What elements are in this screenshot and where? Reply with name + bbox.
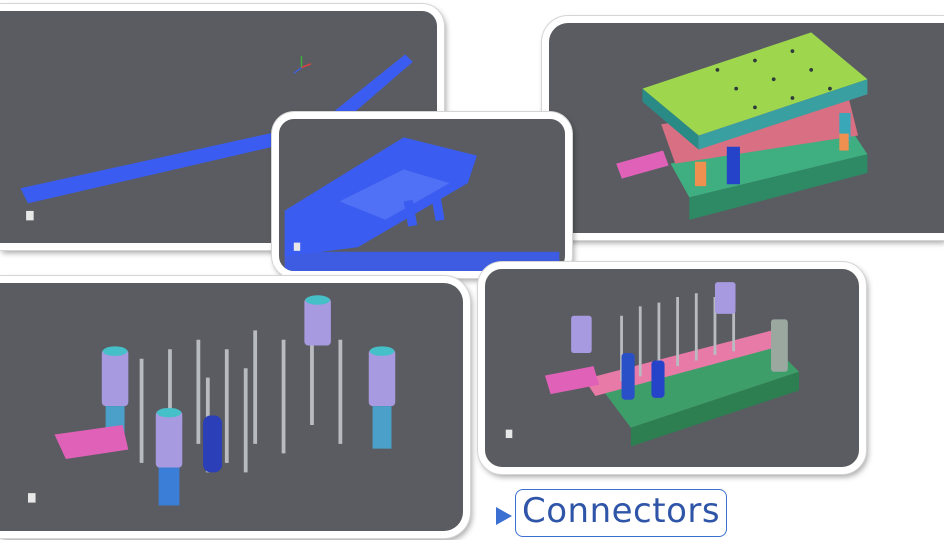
strip-cutouts [188, 63, 376, 138]
caption-connectors: Connectors [496, 486, 728, 540]
punch-array-viewport[interactable] [0, 276, 470, 538]
purple-spring-units [101, 298, 396, 506]
die-base-side [630, 371, 800, 447]
cylinder-post [771, 319, 788, 372]
middle-plate [661, 98, 859, 164]
strip-closeup-viewport[interactable] [272, 112, 572, 278]
blue-guide-post [621, 353, 635, 400]
play-arrow-icon [496, 507, 512, 525]
spring-caps [102, 295, 395, 418]
purple-spring-unit-back [714, 282, 736, 314]
blue-guide-post-2 [651, 360, 665, 398]
axis-triad-icon [293, 56, 312, 74]
blue-guide-post [203, 415, 223, 473]
punch-array-render [27, 295, 396, 506]
guide-bushing [839, 113, 851, 142]
part-face [339, 169, 450, 220]
top-plate [642, 32, 868, 136]
plate-holes [715, 49, 832, 110]
die-assembly-viewport[interactable] [542, 16, 944, 240]
die-base [602, 343, 800, 428]
strip-feed [616, 150, 669, 179]
view-cube-icon[interactable] [293, 242, 301, 251]
view-cube-icon[interactable] [26, 210, 34, 221]
top-plate-edge-left [642, 88, 699, 150]
die-assembly-render [616, 32, 868, 220]
springs [694, 133, 849, 187]
punch-pins [620, 293, 736, 382]
strip-feed [54, 424, 129, 460]
lower-die-viewport[interactable] [478, 262, 866, 474]
caption-box[interactable]: Connectors [515, 489, 728, 537]
view-cube-icon[interactable] [505, 429, 513, 439]
view-cube-icon[interactable] [27, 493, 36, 503]
guide-pillar [726, 146, 740, 185]
strip-closeup-render [284, 137, 560, 271]
lower-plate [670, 126, 868, 198]
lower-plate-side [689, 154, 868, 220]
purple-spring-unit-left [571, 315, 592, 354]
lower-die-render [505, 282, 800, 447]
strip-feed [544, 366, 600, 395]
part-tabs [403, 194, 445, 227]
top-plate-edge-front [698, 79, 868, 150]
caption-label: Connectors [522, 491, 721, 531]
